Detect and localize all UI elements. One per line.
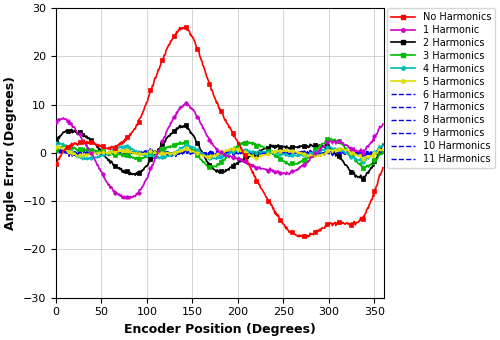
Y-axis label: Angle Error (Degrees): Angle Error (Degrees) bbox=[4, 76, 17, 230]
Legend: No Harmonics, 1 Harmonic, 2 Harmonics, 3 Harmonics, 4 Harmonics, 5 Harmonics, 6 : No Harmonics, 1 Harmonic, 2 Harmonics, 3… bbox=[387, 8, 495, 168]
X-axis label: Encoder Position (Degrees): Encoder Position (Degrees) bbox=[124, 323, 316, 336]
